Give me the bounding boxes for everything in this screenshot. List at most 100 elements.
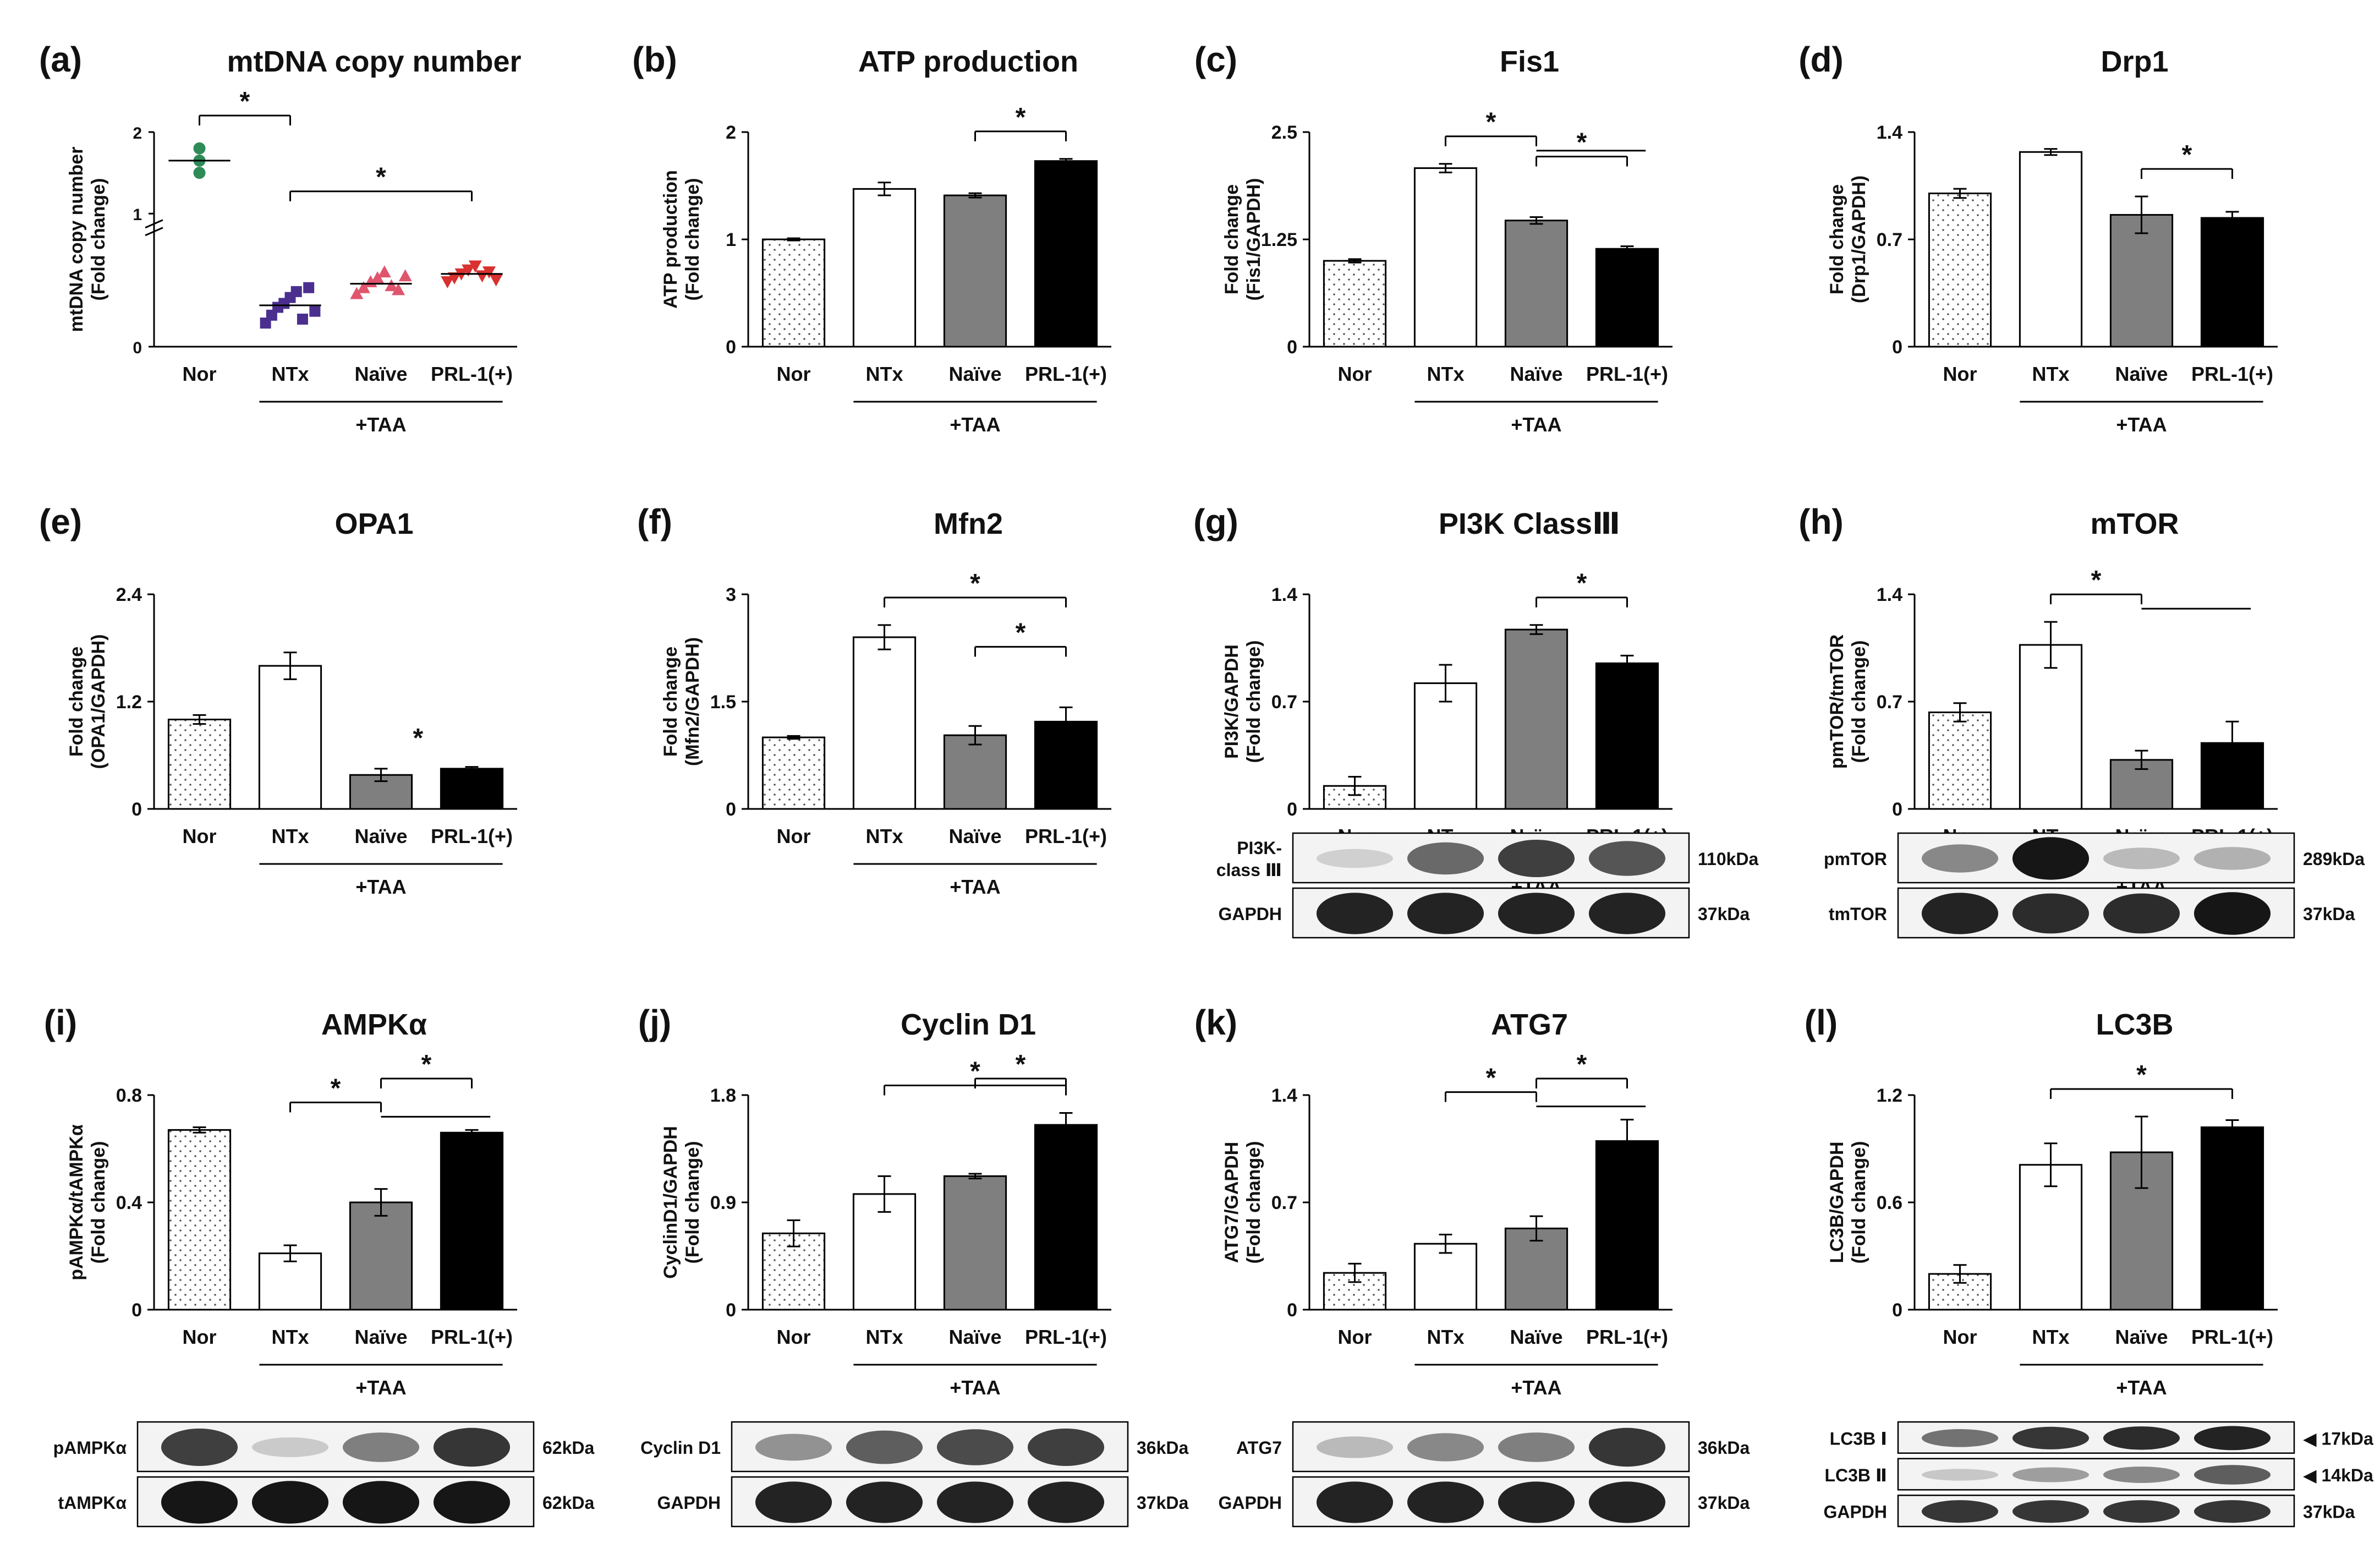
blot-band <box>755 1433 832 1461</box>
y-tick-label: 0 <box>1892 337 1902 358</box>
blot-band <box>433 1427 511 1467</box>
data-point <box>392 283 405 296</box>
y-axis-label-units: (Fold change) <box>682 178 703 301</box>
x-tick-label: Naïve <box>948 363 1001 385</box>
treatment-label: +TAA <box>355 1376 406 1399</box>
x-tick-label: Nor <box>777 825 811 847</box>
y-tick-label: 0.8 <box>116 1085 142 1106</box>
y-axis-label-units: (Fold change) <box>88 178 109 301</box>
treatment-label: +TAA <box>355 876 406 898</box>
blot-band <box>1407 842 1484 875</box>
treatment-label: +TAA <box>950 876 1000 898</box>
y-axis-label-units: (Fold change) <box>1849 1141 1869 1264</box>
blot-band <box>936 1481 1014 1523</box>
x-tick-label: Naïve <box>354 363 407 385</box>
blot-kda-label: 289kDa <box>2303 849 2365 869</box>
blot-band <box>2012 1467 2090 1482</box>
blot-kda-label: 36kDa <box>1137 1438 1189 1458</box>
y-tick-label: 1.4 <box>1271 1085 1297 1106</box>
bar-2 <box>1413 1243 1478 1311</box>
treatment-label: +TAA <box>950 1376 1000 1399</box>
axis-break-mark <box>145 219 163 229</box>
blot-row-label: class Ⅲ <box>1216 860 1282 880</box>
blot-band <box>1921 1469 1999 1481</box>
x-tick-label: Naïve <box>354 825 407 847</box>
y-tick-label: 0 <box>726 337 736 358</box>
blot-band <box>846 1430 923 1464</box>
panel-l: (l) LC3B LC3B/GAPDH (Fold change) 0 0.6 1.2 Nor… <box>1805 1003 2373 1528</box>
panel-label: (b) <box>632 40 677 79</box>
significance-marker: * <box>1016 103 1026 132</box>
blot-band <box>2103 1467 2180 1483</box>
bar-2 <box>2019 644 2083 810</box>
x-tick-label: Naïve <box>948 825 1001 847</box>
x-tick-label: Nor <box>183 1326 217 1348</box>
x-tick-label: NTx <box>1427 1326 1464 1348</box>
bar-4 <box>1595 662 1659 810</box>
panel-title: Drp1 <box>2101 45 2168 78</box>
data-point <box>193 142 206 155</box>
panel-title: Cyclin D1 <box>901 1008 1036 1041</box>
treatment-label: +TAA <box>355 413 406 436</box>
panel-title: OPA1 <box>334 507 413 540</box>
blot-row-label: GAPDH <box>1218 1493 1282 1513</box>
blot-band <box>1588 893 1666 934</box>
bar-1 <box>167 719 232 810</box>
y-axis-label-units: (Fold change) <box>682 1141 703 1264</box>
treatment-label: +TAA <box>2116 1376 2167 1399</box>
panel-label: (l) <box>1805 1003 1838 1042</box>
blot-kda-label: ◀ 17kDa <box>2303 1429 2373 1448</box>
blot-row-label: PI3K- <box>1237 838 1282 858</box>
y-tick-label: 0 <box>133 339 142 357</box>
blot-band <box>2012 1426 2090 1449</box>
data-point <box>385 279 398 292</box>
panel-title: AMPKα <box>321 1008 427 1041</box>
x-tick-label: PRL-1(+) <box>2191 363 2273 385</box>
blot-band <box>1588 841 1666 876</box>
blot-band <box>1921 893 1999 934</box>
panel-j: (j) Cyclin D1 CyclinD1/GAPDH (Fold change) 0… <box>638 1003 1189 1528</box>
blot-band <box>2103 1500 2180 1523</box>
y-tick-label: 0 <box>1287 337 1297 358</box>
blot-band <box>161 1481 238 1524</box>
panel-title: Fis1 <box>1500 45 1559 78</box>
y-axis-label: Fold change <box>1827 184 1847 294</box>
x-tick-label: Naïve <box>1510 363 1562 385</box>
blot-band <box>1316 893 1394 934</box>
y-tick-label: 0 <box>726 799 736 820</box>
significance-marker: * <box>421 1050 432 1079</box>
data-point <box>371 271 385 283</box>
bar-1 <box>761 238 826 348</box>
data-point <box>350 287 364 299</box>
blot-band <box>846 1481 923 1523</box>
blot-band <box>1921 1429 1999 1447</box>
blot-band <box>936 1429 1014 1465</box>
significance-marker: * <box>331 1074 341 1103</box>
significance-marker: * <box>1486 108 1496 137</box>
y-tick-label: 1.4 <box>1877 122 1902 143</box>
y-tick-label: 3 <box>726 584 736 605</box>
treatment-label: +TAA <box>1511 1376 1561 1399</box>
blot-row-label: pmTOR <box>1824 849 1887 869</box>
significance-marker: * <box>1577 569 1587 598</box>
bar-4 <box>1595 248 1659 348</box>
y-tick-label: 1.8 <box>710 1085 736 1106</box>
y-tick-label: 0.4 <box>116 1192 142 1213</box>
blot-band <box>2012 837 2090 880</box>
blot-strip <box>1897 1458 2295 1491</box>
bar-4 <box>2200 1126 2264 1311</box>
significance-marker: * <box>376 163 386 192</box>
y-axis-label: mtDNA copy number <box>66 147 87 332</box>
y-axis-label: Fold change <box>66 647 87 757</box>
y-tick-label: 2.5 <box>1271 122 1297 143</box>
blot-band <box>2012 1500 2090 1523</box>
y-tick-label: 0 <box>726 1300 736 1321</box>
panel-e: (e) OPA1 Fold change (OPA1/GAPDH) 0 1.2 2.4 Nor… <box>39 502 517 898</box>
y-tick-label: 0 <box>1287 1300 1297 1321</box>
data-point <box>309 305 321 317</box>
blot-band <box>2193 1426 2271 1451</box>
blot-band <box>251 1437 329 1457</box>
blot-kda-label: 37kDa <box>2303 904 2355 924</box>
